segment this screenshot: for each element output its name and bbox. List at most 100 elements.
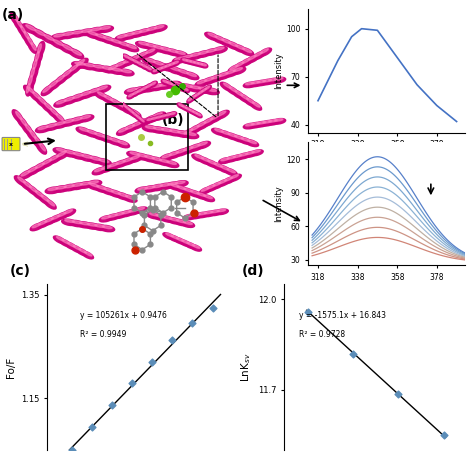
Ellipse shape	[110, 99, 119, 104]
Ellipse shape	[186, 132, 196, 136]
Ellipse shape	[62, 69, 74, 80]
Ellipse shape	[123, 158, 132, 162]
Ellipse shape	[49, 215, 63, 222]
Ellipse shape	[35, 96, 47, 107]
Ellipse shape	[211, 182, 224, 189]
Ellipse shape	[201, 157, 210, 162]
Ellipse shape	[195, 155, 203, 159]
Ellipse shape	[179, 104, 183, 107]
Ellipse shape	[38, 194, 50, 204]
Ellipse shape	[246, 124, 254, 126]
Ellipse shape	[136, 61, 144, 67]
Ellipse shape	[100, 95, 115, 103]
Ellipse shape	[64, 119, 73, 123]
Ellipse shape	[36, 141, 46, 154]
Ellipse shape	[127, 89, 137, 91]
Ellipse shape	[109, 68, 125, 74]
Ellipse shape	[142, 155, 157, 162]
Ellipse shape	[47, 200, 55, 206]
Ellipse shape	[191, 144, 200, 148]
Ellipse shape	[17, 20, 22, 27]
Ellipse shape	[209, 210, 222, 216]
Ellipse shape	[125, 88, 140, 95]
Ellipse shape	[167, 66, 182, 74]
Ellipse shape	[210, 74, 224, 82]
Ellipse shape	[114, 61, 128, 70]
Ellipse shape	[175, 181, 185, 184]
Ellipse shape	[84, 130, 99, 137]
Ellipse shape	[187, 190, 201, 197]
Text: (d): (d)	[242, 264, 264, 278]
Ellipse shape	[122, 32, 137, 39]
Ellipse shape	[190, 86, 201, 89]
Ellipse shape	[228, 133, 237, 137]
Ellipse shape	[181, 55, 195, 62]
Ellipse shape	[73, 31, 82, 34]
Ellipse shape	[44, 199, 56, 209]
Ellipse shape	[19, 170, 34, 179]
Ellipse shape	[137, 118, 152, 126]
Ellipse shape	[274, 118, 283, 121]
Ellipse shape	[91, 157, 100, 160]
Ellipse shape	[108, 39, 123, 46]
Ellipse shape	[55, 74, 68, 85]
Bar	[106, 104, 188, 171]
Ellipse shape	[146, 116, 155, 120]
Ellipse shape	[128, 155, 143, 163]
Ellipse shape	[133, 112, 137, 116]
Ellipse shape	[234, 61, 247, 70]
Ellipse shape	[194, 92, 201, 99]
Ellipse shape	[198, 87, 209, 90]
Text: R² = 0.9949: R² = 0.9949	[80, 330, 126, 339]
Ellipse shape	[175, 69, 191, 77]
Ellipse shape	[184, 188, 192, 192]
Ellipse shape	[14, 18, 23, 30]
Point	[149, 358, 156, 366]
Ellipse shape	[201, 64, 206, 66]
Ellipse shape	[111, 39, 121, 43]
Ellipse shape	[146, 58, 155, 63]
Ellipse shape	[263, 121, 272, 123]
Ellipse shape	[212, 46, 227, 54]
Ellipse shape	[212, 75, 221, 79]
Ellipse shape	[239, 153, 248, 156]
Ellipse shape	[50, 38, 65, 49]
Ellipse shape	[55, 122, 65, 125]
Ellipse shape	[70, 152, 86, 159]
Ellipse shape	[33, 57, 40, 72]
Ellipse shape	[139, 29, 149, 32]
Ellipse shape	[192, 154, 205, 162]
Ellipse shape	[118, 193, 128, 197]
Ellipse shape	[100, 27, 110, 29]
Ellipse shape	[185, 214, 194, 217]
Ellipse shape	[213, 182, 221, 186]
Ellipse shape	[62, 150, 77, 157]
Ellipse shape	[176, 237, 184, 241]
Ellipse shape	[54, 236, 65, 244]
Ellipse shape	[197, 90, 204, 96]
Ellipse shape	[219, 180, 227, 183]
Ellipse shape	[24, 182, 31, 188]
Ellipse shape	[204, 48, 219, 55]
Ellipse shape	[197, 193, 206, 196]
Ellipse shape	[140, 86, 148, 92]
Ellipse shape	[59, 44, 74, 54]
Ellipse shape	[28, 76, 32, 85]
Ellipse shape	[176, 149, 186, 153]
Ellipse shape	[21, 30, 30, 42]
Ellipse shape	[115, 192, 130, 200]
Ellipse shape	[43, 86, 51, 92]
Ellipse shape	[60, 32, 76, 38]
Ellipse shape	[221, 158, 229, 161]
Ellipse shape	[231, 155, 245, 161]
Ellipse shape	[25, 124, 31, 132]
Ellipse shape	[136, 41, 151, 48]
Ellipse shape	[38, 44, 41, 53]
Ellipse shape	[65, 219, 74, 222]
Ellipse shape	[217, 72, 231, 80]
Ellipse shape	[177, 85, 185, 91]
Ellipse shape	[201, 195, 215, 201]
Ellipse shape	[156, 116, 161, 118]
Ellipse shape	[183, 72, 199, 80]
Ellipse shape	[145, 186, 155, 189]
